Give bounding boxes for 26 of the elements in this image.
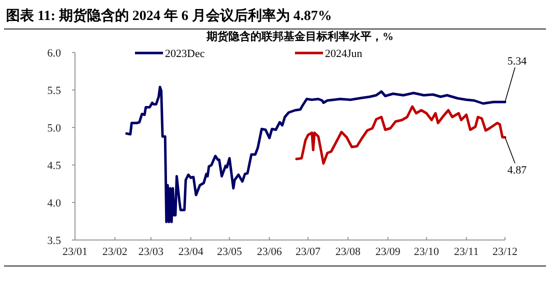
annotation: 4.87: [507, 164, 528, 176]
legend-label: 2024Jun: [325, 48, 363, 60]
x-tick-label: 23/02: [102, 246, 128, 258]
chart-subtitle: 期货隐含的联邦基金目标利率水平，%: [206, 30, 394, 43]
x-tick-label: 23/07: [295, 246, 322, 258]
y-tick-label: 4.5: [47, 160, 62, 172]
annotation: 5.34: [507, 56, 528, 68]
legend-label: 2023Dec: [165, 48, 205, 60]
x-tick-label: 23/03: [138, 246, 164, 258]
x-tick-label: 23/08: [335, 246, 361, 258]
x-tick-label: 23/12: [492, 246, 518, 258]
chart-title: 图表 11: 期货隐含的 2024 年 6 月会议后利率为 4.87%: [6, 7, 332, 24]
x-tick-label: 23/11: [454, 246, 479, 258]
y-tick-label: 5.5: [47, 85, 62, 97]
x-tick-label: 23/05: [216, 246, 243, 258]
x-tick-label: 23/01: [62, 246, 88, 258]
y-tick-label: 3.5: [47, 235, 62, 247]
y-tick-label: 4.0: [47, 198, 62, 210]
x-tick-label: 23/04: [178, 246, 204, 258]
y-tick-label: 6.0: [47, 48, 62, 60]
x-tick-label: 23/06: [256, 246, 282, 258]
line-series: [125, 86, 506, 224]
y-tick-label: 5.0: [47, 122, 62, 134]
x-tick-label: 23/10: [414, 246, 440, 258]
x-tick-label: 23/09: [375, 246, 401, 258]
line-series: [295, 105, 506, 165]
